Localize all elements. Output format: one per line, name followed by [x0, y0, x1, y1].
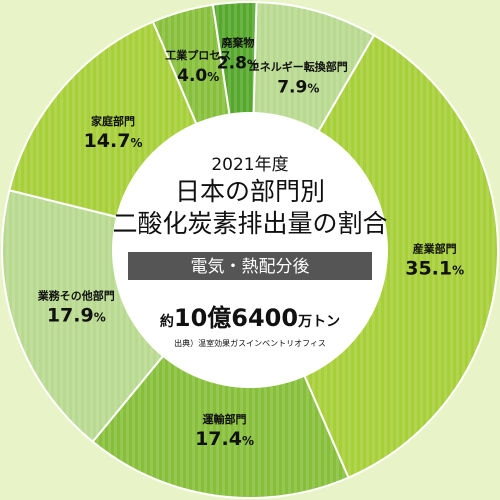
total-emission: 約10億6400万トン — [160, 304, 340, 332]
slice-7-name-label: 廃棄物 — [221, 35, 254, 49]
slice-7-value-label: 2.8% — [217, 53, 259, 73]
slice-2-value-label: 35.1% — [405, 258, 464, 280]
slice-1-name-label: エネルギー転換部門 — [249, 60, 348, 74]
title-line-2: 二酸化炭素排出量の割合 — [112, 209, 387, 238]
band-background — [128, 252, 372, 280]
slice-1-value-label: 7.9% — [277, 78, 319, 98]
slice-2-name-label: 産業部門 — [413, 242, 457, 256]
total-value: 10億6400 — [174, 304, 298, 332]
title-line-1: 日本の部門別 — [175, 177, 325, 206]
slice-5-name-label: 家庭部門 — [91, 114, 135, 128]
slice-3-name-label: 運輸部門 — [203, 412, 247, 426]
year-label: 2021年度 — [211, 155, 288, 175]
slice-3-value-label: 17.4% — [195, 428, 254, 450]
total-unit: 万トン — [297, 314, 340, 330]
slice-4-value-label: 17.9% — [47, 305, 106, 327]
slice-5-value-label: 14.7% — [84, 130, 143, 152]
donut-hole — [112, 112, 388, 388]
slice-6-name-label: 工業プロセス — [165, 48, 231, 62]
source-note: 出典）温室効果ガスインベントリオフィス — [174, 338, 326, 348]
total-prefix: 約 — [160, 313, 174, 330]
slice-labels: エネルギー転換部門 7.9% 産業部門 35.1% 運輸部門 17.4% 業務その他部門 17… — [37, 35, 464, 450]
band-label: 電気・熱配分後 — [191, 257, 310, 277]
slice-6-value-label: 4.0% — [177, 66, 219, 86]
slice-4-name-label: 業務その他部門 — [37, 289, 115, 303]
center-text: 2021年度 日本の部門別 二酸化炭素排出量の割合 電気・熱配分後 約10億64… — [112, 155, 387, 348]
